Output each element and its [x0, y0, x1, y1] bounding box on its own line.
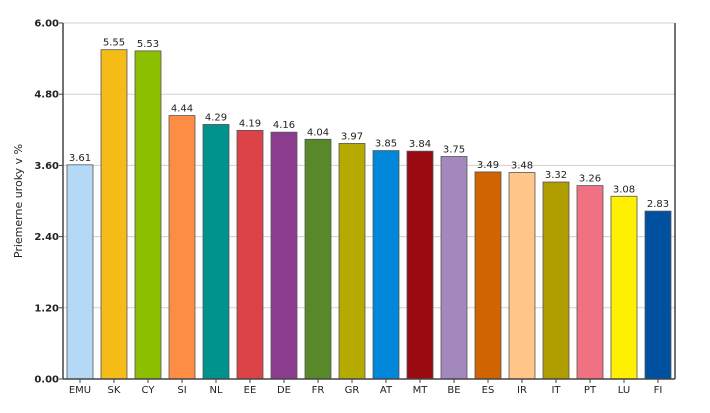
x-tick-label: CY — [142, 385, 156, 396]
y-ticks: 0.00 1.20 2.40 3.60 4.80 6.00 — [34, 19, 63, 386]
data-label: 5.53 — [137, 39, 159, 50]
bar-be[interactable] — [440, 156, 468, 380]
x-tick-label: FR — [312, 385, 325, 396]
data-label: 3.61 — [69, 153, 91, 164]
bar-ee[interactable] — [236, 129, 264, 380]
data-label: 4.29 — [205, 112, 227, 123]
data-label: 3.75 — [443, 145, 465, 156]
y-tick-label: 4.80 — [34, 90, 59, 101]
bar-nl[interactable] — [202, 124, 230, 380]
data-label: 5.55 — [103, 38, 125, 49]
y-tick-label: 2.40 — [34, 232, 59, 243]
data-label: 4.16 — [273, 120, 295, 131]
bar-si[interactable] — [168, 115, 196, 380]
bar-cy[interactable] — [134, 50, 162, 380]
bar-de[interactable] — [270, 131, 298, 380]
x-ticks: EMU SK CY SI NL EE DE FR GR AT MT BE ES IR IT PT LU FI — [69, 379, 662, 396]
y-axis-label: Priemerne uroky v % — [12, 144, 25, 258]
data-label: 3.84 — [409, 139, 431, 150]
x-tick-label: IT — [551, 385, 561, 396]
bar-fr[interactable] — [304, 138, 332, 380]
x-tick-label: ES — [482, 385, 495, 396]
bar-pt[interactable] — [576, 185, 604, 380]
x-tick-label: BE — [447, 385, 460, 396]
bar-fi[interactable] — [644, 210, 672, 380]
y-tick-label: 1.20 — [34, 303, 59, 314]
x-tick-label: LU — [618, 385, 630, 396]
bar-gr[interactable] — [338, 143, 366, 380]
bar-sk[interactable] — [100, 49, 128, 380]
data-label: 3.97 — [341, 131, 363, 142]
x-tick-label: EMU — [69, 385, 91, 396]
bar-mt[interactable] — [406, 150, 434, 380]
grid-lines — [63, 22, 675, 309]
data-label: 3.32 — [545, 170, 567, 181]
data-label: 3.08 — [613, 184, 635, 195]
data-label: 3.85 — [375, 139, 397, 150]
bar-it[interactable] — [542, 181, 570, 380]
bar-lu[interactable] — [610, 195, 638, 380]
y-tick-label: 3.60 — [34, 161, 59, 172]
x-tick-label: FI — [654, 385, 663, 396]
x-tick-label: AT — [380, 385, 393, 396]
x-tick-label: NL — [209, 385, 222, 396]
data-label: 3.26 — [579, 174, 601, 185]
data-labels: 3.61 5.55 5.53 4.44 4.29 4.19 4.16 4.04 3.97 3.85… — [69, 38, 669, 210]
x-tick-label: SI — [177, 385, 186, 396]
bar-ir[interactable] — [508, 172, 536, 380]
x-tick-label: IR — [517, 385, 527, 396]
bars — [66, 49, 672, 380]
data-label: 4.19 — [239, 118, 261, 129]
x-tick-label: MT — [413, 385, 429, 396]
x-tick-label: DE — [277, 385, 291, 396]
bar-emu[interactable] — [66, 164, 94, 380]
data-label: 4.44 — [171, 104, 193, 115]
data-label: 3.49 — [477, 160, 499, 171]
x-tick-label: GR — [345, 385, 360, 396]
data-label: 2.83 — [647, 199, 669, 210]
y-tick-label: 6.00 — [34, 19, 59, 30]
bar-at[interactable] — [372, 150, 400, 380]
data-label: 4.04 — [307, 127, 329, 138]
data-label: 3.48 — [511, 161, 533, 172]
x-tick-label: EE — [244, 385, 257, 396]
y-tick-label: 0.00 — [34, 375, 59, 386]
bar-es[interactable] — [474, 171, 502, 380]
x-tick-label: SK — [108, 385, 121, 396]
x-tick-label: PT — [584, 385, 597, 396]
